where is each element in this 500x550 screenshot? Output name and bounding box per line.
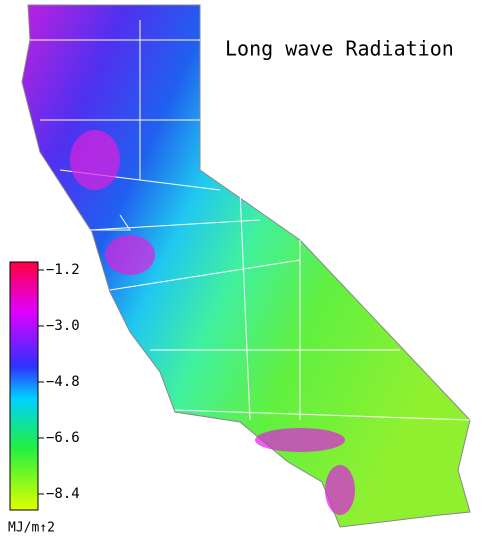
coastal-magenta [70,130,355,515]
colorbar-unit: MJ/m↑2 [8,521,55,536]
colorbar [9,261,39,511]
colorbar-tick-label: −3.0 [46,318,80,334]
colorbar-tick-label: −8.4 [46,486,80,502]
title: Long wave Radiation [225,37,454,61]
colorbar-tick-label: −4.8 [46,374,80,390]
california [21,4,471,528]
colorbar-tick-label: −1.2 [46,262,80,278]
colorbar-tick-label: −6.6 [46,430,80,446]
